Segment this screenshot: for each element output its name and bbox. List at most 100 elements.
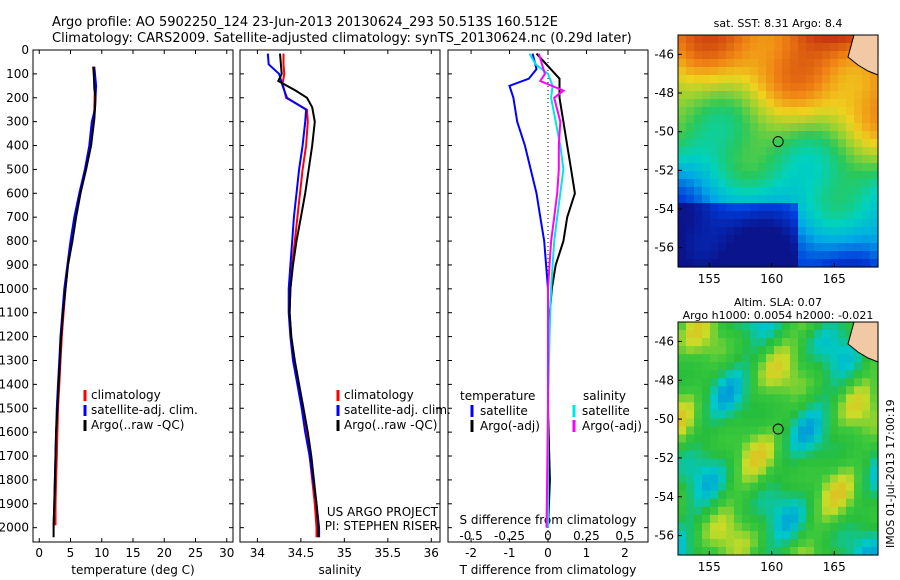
map-cell: [694, 43, 703, 52]
map-cell: [758, 211, 767, 220]
map-cell: [846, 458, 855, 468]
map-cell: [806, 546, 815, 556]
map-cell: [702, 235, 711, 244]
map-cell: [782, 83, 791, 92]
map-cell: [734, 346, 743, 355]
map-cell: [854, 410, 863, 420]
depth-tick-label: 1500: [0, 401, 29, 415]
map-cell: [782, 235, 791, 244]
map-xtick-label: 165: [823, 272, 846, 286]
map-cell: [798, 410, 807, 420]
map-cell: [702, 498, 711, 508]
map-cell: [774, 418, 783, 428]
map-cell: [758, 546, 767, 556]
map-cell: [742, 211, 751, 220]
map-cell: [742, 115, 751, 124]
map-cell: [782, 195, 791, 204]
map-cell: [814, 410, 823, 420]
map-cell: [686, 450, 695, 460]
map-cell: [710, 394, 719, 403]
map-cell: [734, 402, 743, 411]
depth-tick-label: 600: [6, 186, 29, 200]
map-cell: [766, 43, 775, 52]
map-cell: [814, 155, 823, 164]
map-cell: [710, 235, 719, 244]
map-cell: [854, 386, 863, 395]
map-cell: [702, 179, 711, 188]
map-cell: [686, 171, 695, 180]
map-cell: [814, 426, 823, 436]
map-cell: [854, 123, 863, 132]
map-cell: [774, 195, 783, 204]
map-cell: [830, 155, 839, 164]
map-cell: [766, 259, 775, 268]
map-cell: [806, 203, 815, 212]
map-cell: [710, 482, 719, 492]
map-cell: [750, 410, 759, 420]
map-cell: [854, 171, 863, 180]
map-cell: [702, 187, 711, 196]
map-cell: [774, 410, 783, 420]
map-cell: [862, 442, 871, 452]
depth-tick-label: 400: [6, 139, 29, 153]
map-cell: [742, 522, 751, 532]
map-cell: [686, 442, 695, 452]
map-cell: [734, 131, 743, 140]
map-ytick-label: -54: [654, 490, 674, 504]
map-cell: [710, 211, 719, 220]
depth-tick-label: 100: [6, 67, 29, 81]
map-cell: [862, 115, 871, 124]
map-cell: [710, 458, 719, 468]
map-cell: [862, 386, 871, 395]
map-cell: [814, 115, 823, 124]
map-cell: [838, 43, 847, 52]
map-cell: [710, 362, 719, 371]
map-cell: [718, 107, 727, 116]
map-cell: [774, 466, 783, 476]
map-cell: [774, 354, 783, 363]
map-cell: [718, 43, 727, 52]
map-cell: [862, 187, 871, 196]
map-cell: [758, 514, 767, 524]
map-cell: [846, 219, 855, 228]
map-cell: [694, 530, 703, 540]
map-cell: [678, 330, 687, 339]
map-cell: [718, 514, 727, 524]
map-cell: [686, 35, 695, 44]
map-cell: [734, 498, 743, 508]
map-cell: [814, 442, 823, 452]
map-cell: [678, 219, 687, 228]
sla-map-frame: [677, 321, 879, 556]
map-cell: [822, 434, 831, 444]
map-cell: [798, 75, 807, 84]
map-cell: [686, 418, 695, 428]
map-cell: [806, 179, 815, 188]
map-cell: [702, 43, 711, 52]
map-cell: [862, 498, 871, 508]
map-cell: [846, 235, 855, 244]
map-cell: [806, 354, 815, 363]
map-cell: [718, 370, 727, 379]
map-cell: [686, 99, 695, 108]
map-cell: [862, 370, 871, 379]
map-cell: [742, 123, 751, 132]
map-cell: [806, 171, 815, 180]
map-cell: [838, 99, 847, 108]
map-cell: [822, 522, 831, 532]
map-cell: [686, 546, 695, 556]
map-cell: [694, 155, 703, 164]
map-cell: [750, 51, 759, 60]
legend-salinity-title: salinity: [583, 389, 626, 403]
map-cell: [774, 35, 783, 44]
map-cell: [734, 99, 743, 108]
map-cell: [750, 458, 759, 468]
map-cell: [798, 43, 807, 52]
map-cell: [838, 251, 847, 260]
map-cell: [758, 171, 767, 180]
map-cell: [822, 107, 831, 116]
map-cell: [694, 522, 703, 532]
map-cell: [782, 203, 791, 212]
map-cell: [822, 378, 831, 387]
map-cell: [726, 43, 735, 52]
map-cell: [846, 83, 855, 92]
